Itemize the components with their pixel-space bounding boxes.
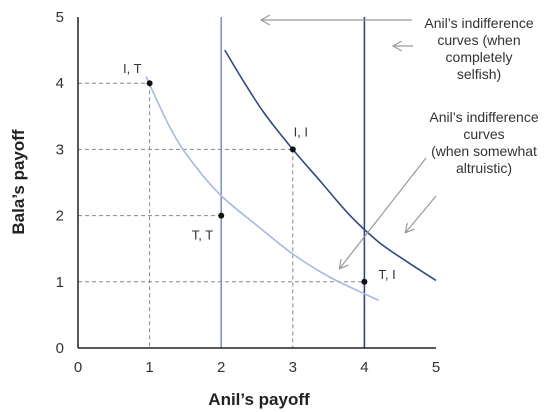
x-tick-label-5: 5: [432, 359, 440, 376]
payoff-point-1: [218, 212, 225, 219]
annotation-selfish-line-1: curves (when: [437, 32, 520, 48]
annotation-altruistic-line-0: Anil’s indifference: [429, 109, 538, 125]
annotation-selfish-line-0: Anil’s indifference: [424, 15, 533, 31]
payoff-points: I, T T, T I, I T, I: [123, 61, 396, 285]
payoff-point-0: [146, 80, 153, 87]
y-tick-label-0: 0: [56, 340, 64, 357]
payoff-point-2: [289, 146, 296, 153]
x-tick-label-1: 1: [145, 359, 153, 376]
annotation-altruistic-line-3: altruistic): [456, 160, 512, 176]
annotation-altruistic-line-2: (when somewhat: [431, 143, 537, 159]
annotations: Anil’s indifference curves (when completel…: [262, 15, 539, 268]
annotation-selfish-line-2: completely: [446, 49, 513, 65]
annotation-selfish-line-3: selfish): [457, 66, 501, 82]
arrow-altruistic-2: [406, 195, 437, 232]
payoff-point-label-3: T, I: [378, 267, 395, 282]
annotation-altruistic: Anil’s indifference curves (when somewhat a…: [429, 109, 538, 176]
tick-labels: 0 1 2 3 4 5 0 1 2 3 4 5: [56, 9, 441, 376]
payoff-point-label-1: T, T: [192, 228, 213, 243]
annotation-altruistic-line-1: curves: [463, 126, 504, 142]
payoff-point-label-2: I, I: [294, 124, 308, 139]
y-axis-title: Bala’s payoff: [9, 129, 28, 235]
indifference-curve-1: [224, 49, 437, 282]
axes: [77, 17, 436, 349]
x-tick-label-0: 0: [74, 359, 82, 376]
y-tick-label-5: 5: [56, 9, 64, 26]
y-tick-label-2: 2: [56, 208, 64, 225]
y-tick-label-4: 4: [56, 75, 64, 92]
payoff-point-3: [361, 278, 368, 285]
x-tick-label-2: 2: [217, 359, 225, 376]
x-tick-label-3: 3: [289, 359, 297, 376]
x-axis-title: Anil’s payoff: [208, 390, 310, 409]
x-tick-label-4: 4: [360, 359, 368, 376]
arrow-altruistic-1: [340, 157, 427, 268]
y-tick-label-3: 3: [56, 141, 64, 158]
payoff-point-label-0: I, T: [123, 61, 142, 76]
annotation-selfish: Anil’s indifference curves (when completel…: [424, 15, 533, 82]
y-tick-label-1: 1: [56, 274, 64, 291]
indifference-curves: [145, 49, 437, 302]
indifference-curve-0: [145, 76, 380, 302]
